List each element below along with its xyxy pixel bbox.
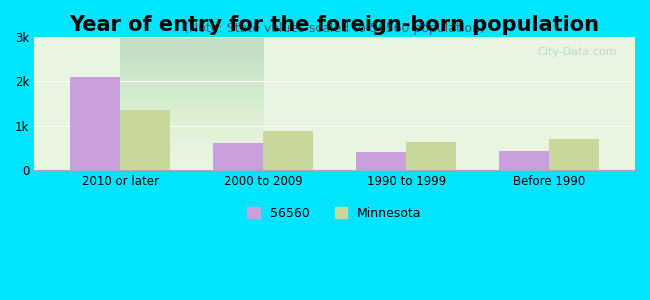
Bar bbox=[70, 77, 120, 170]
Text: (Note: State values scaled to 56560 population): (Note: State values scaled to 56560 popu… bbox=[184, 22, 485, 35]
Legend: 56560, Minnesota: 56560, Minnesota bbox=[248, 207, 422, 220]
Bar bbox=[263, 131, 313, 170]
Bar bbox=[213, 142, 263, 170]
Bar bbox=[549, 139, 599, 170]
Text: City-Data.com: City-Data.com bbox=[538, 47, 617, 57]
Title: Year of entry for the foreign-born population: Year of entry for the foreign-born popul… bbox=[70, 15, 599, 35]
Bar bbox=[406, 142, 456, 170]
Bar bbox=[120, 110, 170, 170]
Bar bbox=[356, 152, 406, 170]
Bar bbox=[499, 151, 549, 170]
